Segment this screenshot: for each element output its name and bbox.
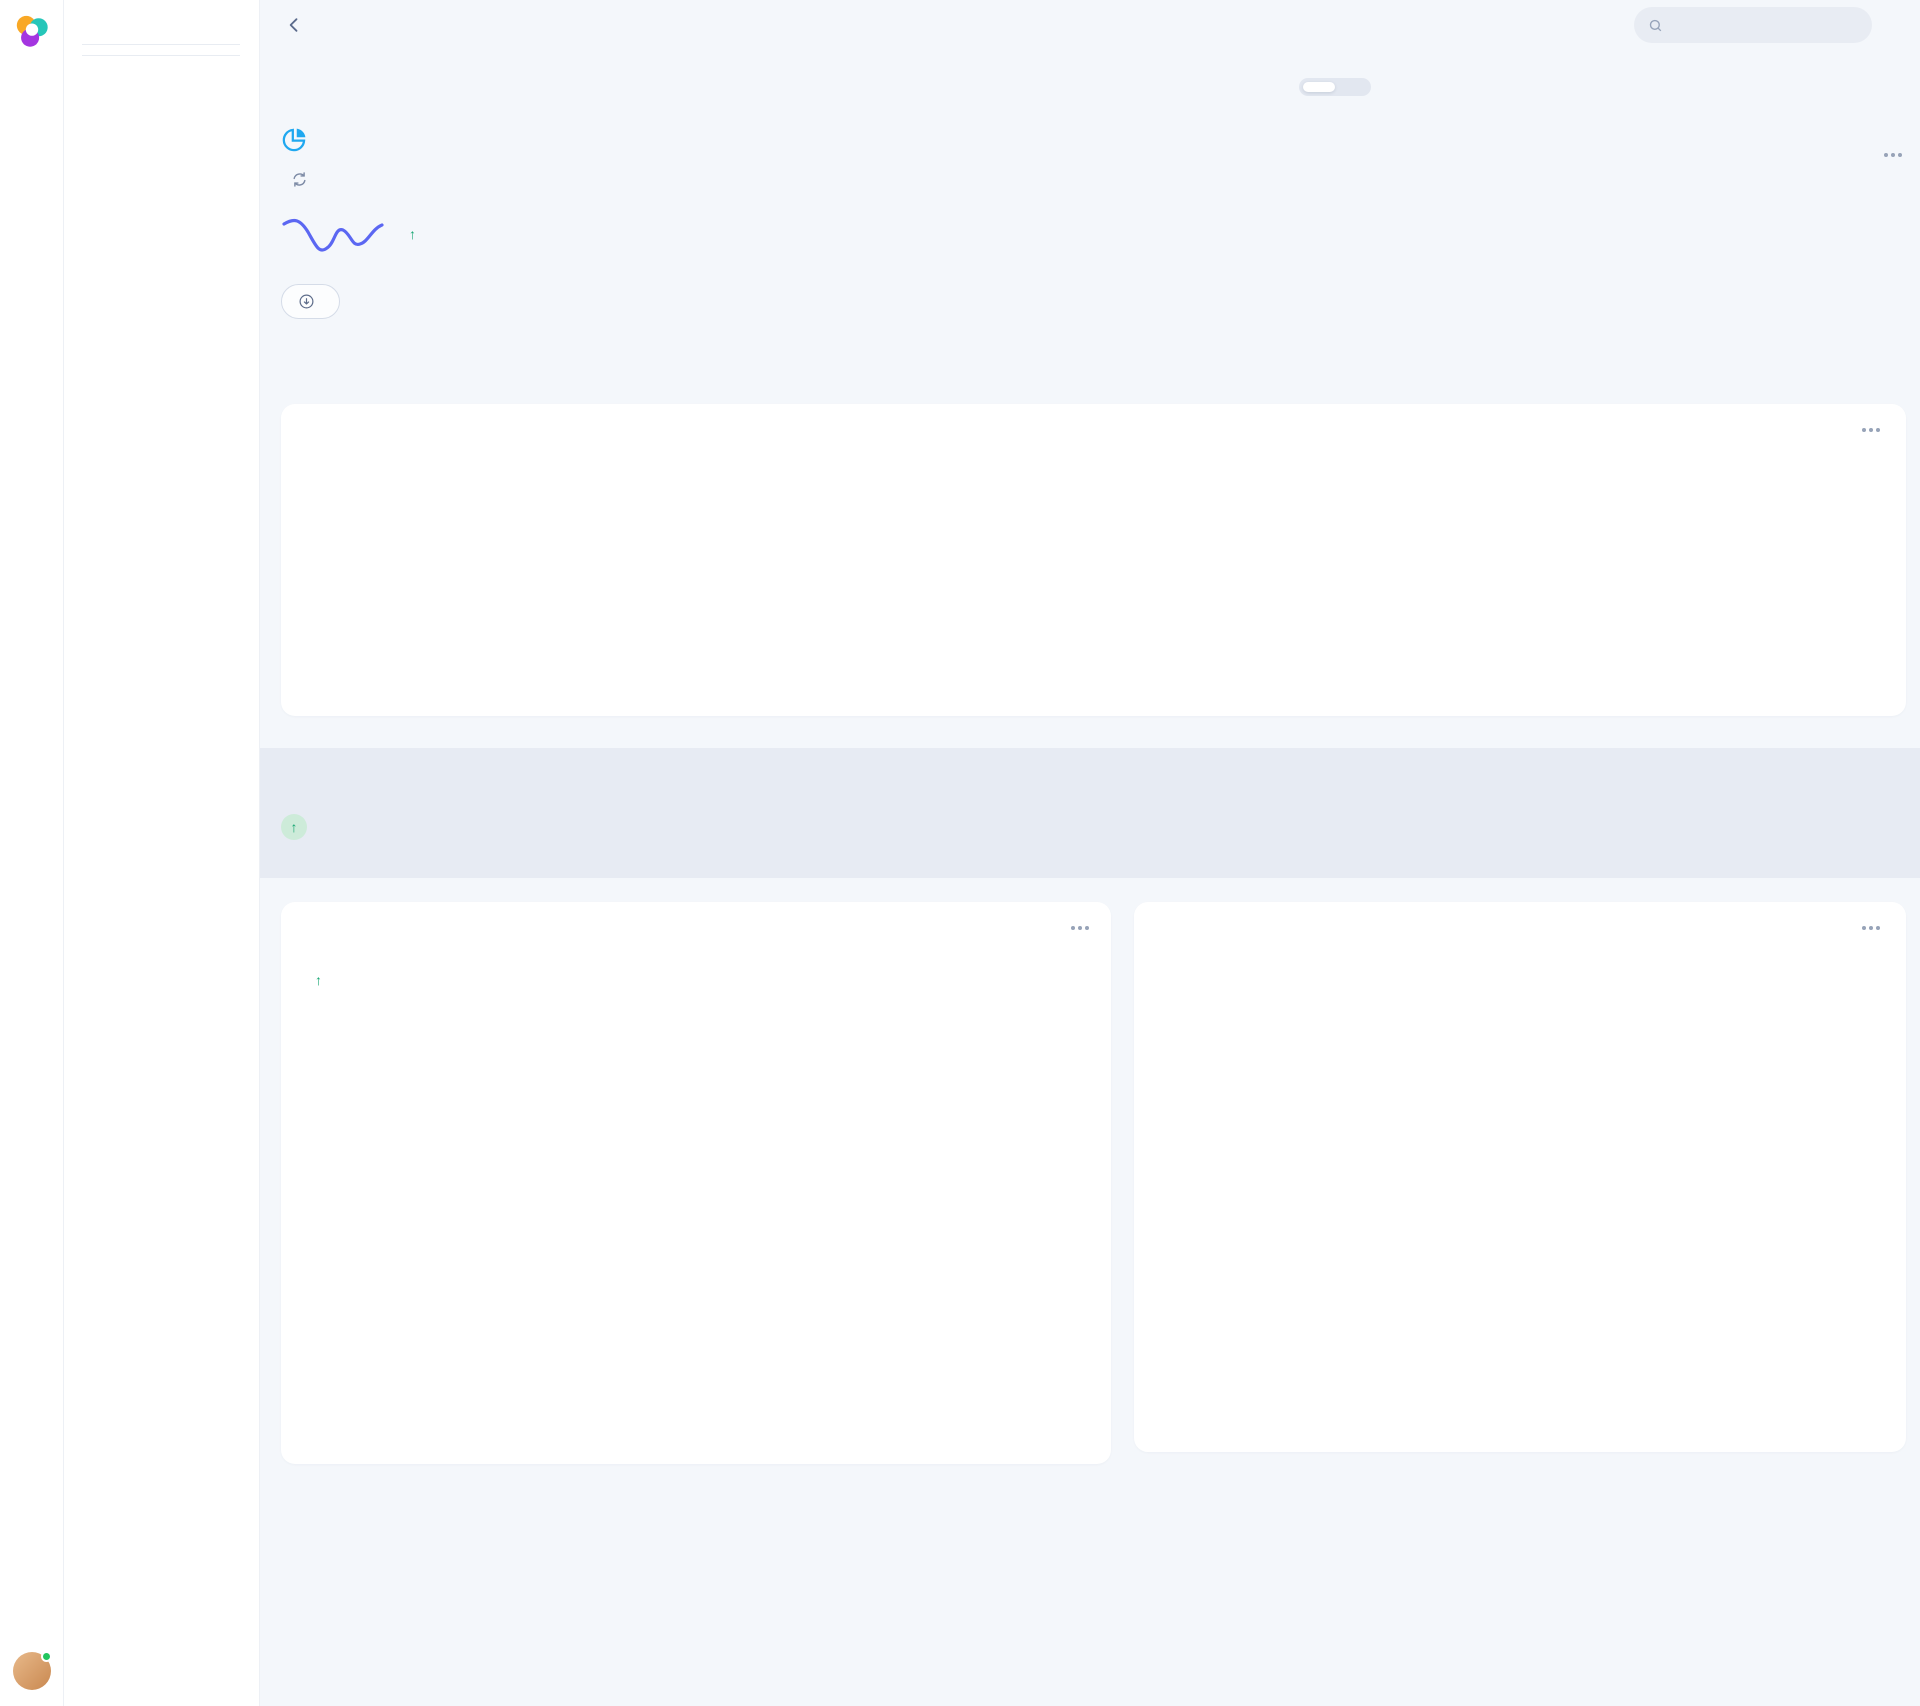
sidebar	[64, 0, 260, 1706]
app-logo[interactable]	[13, 13, 51, 51]
customer-satisfaction-panel	[1396, 149, 1906, 232]
arrow-up-icon: ↑	[315, 972, 322, 988]
divider	[82, 44, 240, 45]
period-toggle	[1299, 78, 1371, 96]
pie-chart-icon	[281, 126, 308, 153]
topbar	[260, 0, 1920, 50]
bandwidth-area-chart	[281, 998, 1111, 1464]
download-icon	[298, 293, 315, 310]
satisfaction-bar	[1396, 203, 1906, 210]
projects-status-card	[281, 404, 1906, 716]
activity-timeline	[1156, 954, 1884, 1432]
bandwidth-report-card: ↑	[281, 902, 1111, 1464]
search-input[interactable]	[1671, 17, 1858, 33]
sales-growth: ↑	[409, 226, 419, 242]
more-menu-icon[interactable]	[1858, 922, 1884, 934]
rail-settings-icon[interactable]	[12, 1594, 52, 1634]
back-button[interactable]	[284, 15, 304, 35]
search-bar[interactable]	[1634, 7, 1872, 43]
arrow-up-icon: ↑	[409, 226, 416, 242]
search-icon	[1648, 18, 1663, 33]
toggle-last-month[interactable]	[1303, 82, 1335, 92]
icon-rail	[0, 0, 64, 1706]
top-sellers-section: ↑	[260, 748, 1920, 878]
more-menu-icon[interactable]	[1880, 149, 1906, 161]
refresh-icon[interactable]	[291, 171, 308, 188]
online-status-dot	[40, 1651, 52, 1662]
growth-arrow-icon: ↑	[281, 814, 307, 840]
toggle-last-year[interactable]	[1335, 82, 1367, 92]
users-activity-card	[1134, 902, 1906, 1452]
sales-sparkline	[281, 210, 399, 258]
more-menu-icon[interactable]	[1858, 424, 1884, 436]
download-report-button[interactable]	[281, 284, 340, 319]
more-menu-icon[interactable]	[1067, 922, 1093, 934]
divider	[82, 55, 240, 56]
user-avatar[interactable]	[12, 1651, 52, 1690]
sales-bar-chart	[466, 122, 1134, 374]
